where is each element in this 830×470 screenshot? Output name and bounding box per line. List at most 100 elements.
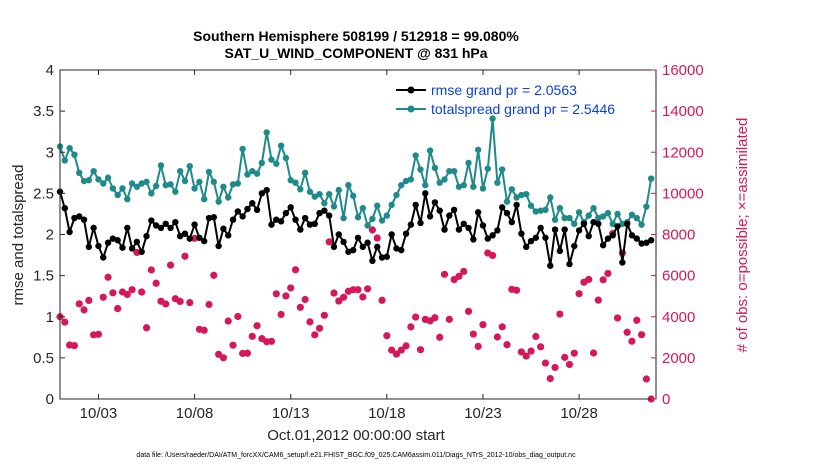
rmse-point [297,226,304,233]
rmse-point [417,219,424,227]
obs-point [147,266,155,274]
totalspread-point [200,195,208,203]
rmse-point [220,225,227,232]
rmse-point [527,237,535,245]
rmse-point [249,200,256,207]
rmse-point [268,221,275,228]
totalspread-point [556,204,564,212]
rmse-point [95,242,102,250]
x-axis: 10/03 10/08 10/13 10/18 10/23 10/28 [80,70,598,422]
totalspread-point [345,181,352,189]
obs-point [455,272,463,280]
obs-point [532,332,540,341]
totalspread-point [638,221,645,228]
totalspread-point [417,166,424,173]
rmse-point [542,234,549,241]
obs-point [287,284,295,292]
rmse-point [157,224,165,232]
obs-point [551,363,559,372]
obs-point [94,330,103,338]
obs-point [123,290,131,299]
left-tick-label: 1 [46,309,54,326]
totalspread-point [436,179,443,186]
rmse-point [450,206,458,214]
rmse-point [349,246,357,254]
totalspread-point [633,214,640,222]
left-tick-label: 0.5 [33,350,54,367]
totalspread-point [321,200,328,207]
obs-point [407,323,415,331]
totalspread-point [359,204,367,212]
rmse-point [609,232,616,239]
totalspread-point [71,151,78,158]
rmse-point [128,245,136,252]
rmse-point [551,226,559,233]
obs-point [613,314,622,322]
totalspread-point [76,169,83,177]
rmse-point [431,199,439,206]
totalspread-point [412,152,419,159]
obs-point [354,286,362,294]
totalspread-point [263,129,270,136]
totalspread-point [95,176,102,183]
totalspread-point [311,193,318,200]
totalspread-point [301,169,309,177]
rmse-point [181,230,189,237]
totalspread-point [114,191,121,199]
totalspread-point [152,182,160,190]
obs-point [373,234,381,242]
totalspread-point [167,181,174,188]
totalspread-point [191,185,198,192]
totalspread-point [325,190,333,198]
rmse-point [124,224,131,232]
obs-point [253,322,261,330]
rmse-point [599,241,607,249]
rmse-point [253,206,261,214]
rmse-point [100,254,107,261]
totalspread-point [176,167,184,175]
obs-point [315,324,324,332]
rmse-point [580,220,588,228]
rmse-point [359,243,367,251]
left-tick-label: 4 [46,62,54,79]
totalspread-point [66,144,73,152]
rmse-point [301,214,309,222]
rmse-point [205,214,213,222]
x-tick-label: 10/08 [176,405,214,422]
left-tick-label: 2.5 [33,185,54,202]
obs-point [637,331,646,339]
totalspread-point [225,194,232,201]
totalspread-point [431,164,439,172]
totalspread-point [138,180,145,187]
rmse-point [633,235,640,242]
obs-point [479,321,487,329]
rmse-point [133,238,141,246]
rmse-point [388,231,395,238]
totalspread-point [364,222,371,229]
rmse-point [321,207,328,214]
totalspread-point [398,181,405,189]
obs-point [210,271,218,279]
totalspread-point [498,166,506,173]
totalspread-point [422,181,429,189]
obs-point [311,331,319,339]
obs-point [243,349,252,357]
obs-point [464,307,473,315]
rmse-point [566,260,573,268]
rmse-point [575,227,583,234]
left-axis: 0 0.5 1 1.5 2 2.5 3 3.5 4 [33,62,65,408]
right-tick-label: 12000 [662,144,704,161]
obs-point [190,234,199,242]
totalspread-point [354,214,362,221]
rmse-point [273,216,280,223]
totalspread-point [460,181,467,189]
totalspread-point [196,178,203,186]
obs-point [166,261,175,269]
legend-spread-label: totalspread grand pr = 2.5446 [431,101,615,117]
left-tick-label: 3 [46,144,54,161]
rmse-point [489,232,496,239]
rmse-point [460,220,467,228]
rmse-point [422,190,429,197]
rmse-point [311,220,318,228]
